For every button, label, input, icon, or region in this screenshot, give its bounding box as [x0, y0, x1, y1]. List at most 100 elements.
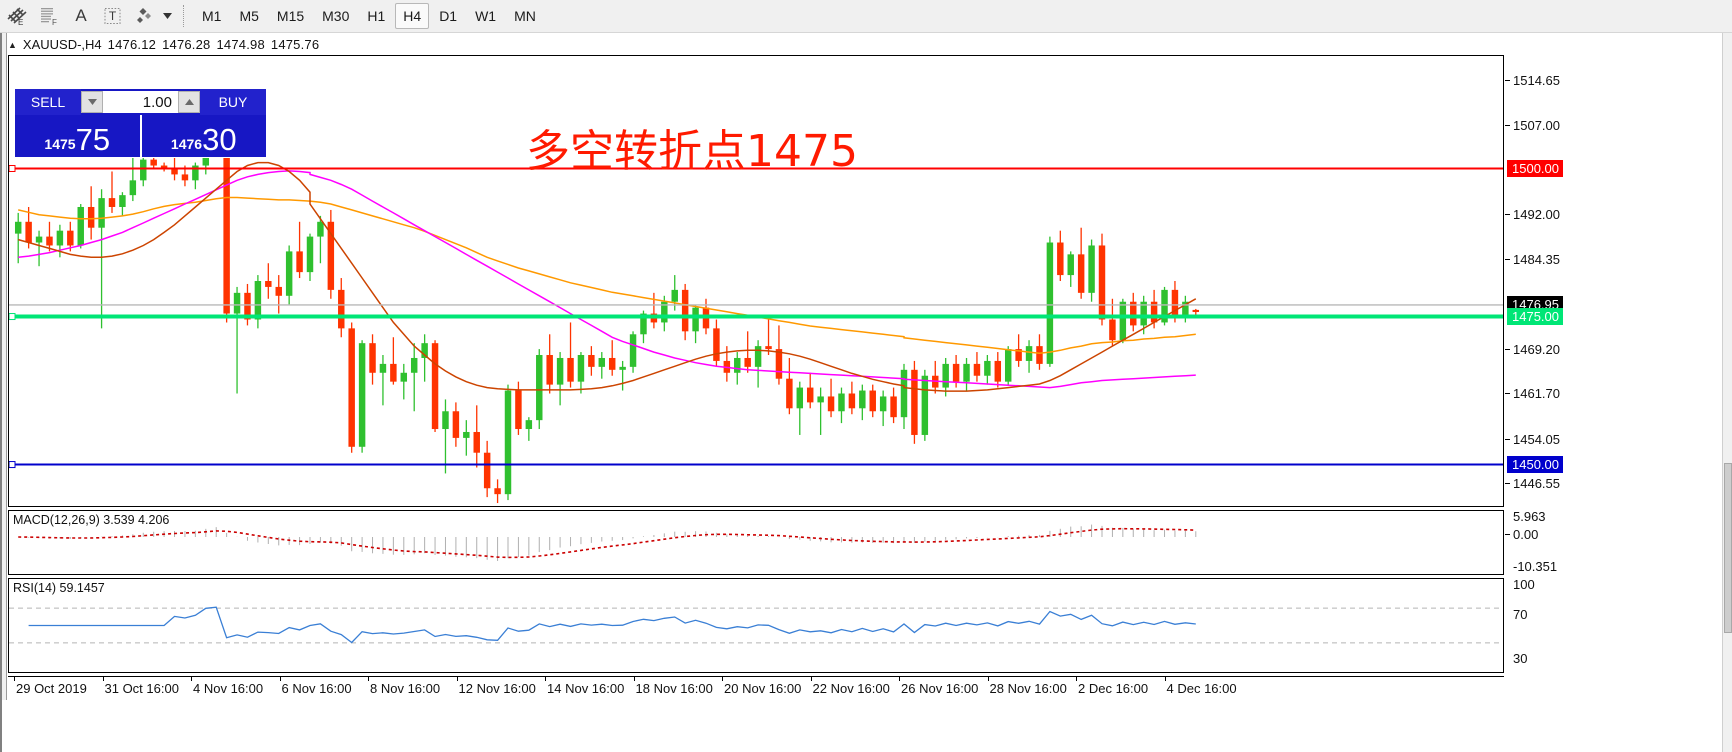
tick-label: 0.00 — [1513, 527, 1539, 542]
buy-price-prefix: 1476 — [170, 136, 203, 152]
macd-axis-top: 5.963 — [1505, 510, 1546, 523]
buy-price-pips: 30 — [202, 122, 237, 157]
time-label: 12 Nov 16:00 — [458, 681, 536, 696]
candlestick-layer — [9, 94, 1503, 504]
templates-icon[interactable]: F — [34, 2, 64, 30]
trade-panel-quotes: 1475 75 1476 30 — [15, 115, 266, 157]
time-label: 31 Oct 16:00 — [104, 681, 179, 696]
volume-stepper[interactable]: 1.00 — [81, 91, 200, 113]
tick-mark — [1505, 79, 1510, 81]
rsi-axis-100: 100 — [1505, 578, 1535, 591]
tick-mark — [1505, 534, 1510, 536]
time-label: 18 Nov 16:00 — [635, 681, 713, 696]
timeframe-d1[interactable]: D1 — [439, 8, 458, 24]
macd-pane[interactable]: MACD(12,26,9) 3.539 4.206 — [8, 510, 1504, 575]
time-label: 14 Nov 16:00 — [547, 681, 625, 696]
timeframe-h1[interactable]: H1 — [367, 8, 386, 24]
volume-input[interactable]: 1.00 — [142, 93, 172, 111]
tick-label: 1469.20 — [1513, 341, 1560, 357]
tick-label: 70 — [1513, 607, 1528, 622]
window-scrollbar[interactable] — [1722, 33, 1732, 752]
volume-increase-button[interactable] — [178, 91, 200, 113]
tick-mark — [1505, 259, 1510, 261]
time-tick — [14, 677, 15, 681]
buy-quote[interactable]: 1476 30 — [142, 115, 267, 157]
time-tick — [279, 677, 281, 681]
timeframe-m1[interactable]: M1 — [202, 8, 222, 24]
trade-panel-top-row: SELL 1.00 BUY — [15, 89, 266, 115]
price-tag-red[interactable]: 1500.00 — [1507, 159, 1563, 177]
rsi-pane[interactable]: RSI(14) 59.1457 — [8, 578, 1504, 673]
one-click-trading-panel[interactable]: SELL 1.00 BUY 1475 75 — [14, 88, 267, 158]
chart-bottom-strip — [2, 700, 1732, 752]
time-tick — [810, 677, 812, 681]
symbol-label: XAUUSD-,H4 — [22, 37, 102, 52]
time-tick — [722, 677, 723, 681]
price-tick: 1461.70 — [1505, 386, 1560, 402]
tick-mark — [1505, 213, 1510, 215]
sell-price-prefix: 1475 — [44, 136, 76, 152]
objects-dropdown-icon[interactable] — [160, 2, 174, 30]
time-label: 29 Oct 2019 — [16, 681, 87, 696]
price-tick: 1492.00 — [1505, 206, 1560, 222]
timeframe-mn[interactable]: MN — [514, 8, 536, 24]
timeframe-m5[interactable]: M5 — [239, 8, 259, 24]
tick-label: 1454.05 — [1513, 431, 1560, 447]
time-label: 4 Nov 16:00 — [193, 681, 264, 696]
price-tag-green[interactable]: 1475.00 — [1507, 307, 1563, 325]
time-tick — [1076, 677, 1077, 681]
svg-text:F: F — [52, 18, 57, 26]
tick-mark — [1505, 348, 1510, 350]
ohlc-close: 1475.76 — [270, 37, 320, 52]
time-tick — [102, 677, 104, 681]
volume-decrease-button[interactable] — [81, 91, 103, 113]
objects-icon[interactable] — [130, 2, 160, 30]
time-label: 20 Nov 16:00 — [724, 681, 802, 696]
symbol-ohlc-bar: ▲ XAUUSD-,H4 1476.12 1476.28 1474.98 147… — [8, 36, 319, 53]
macd-axis-zero: 0.00 — [1505, 527, 1539, 542]
price-pane[interactable] — [8, 55, 1504, 507]
time-tick — [633, 677, 635, 681]
timeframe-h4[interactable]: H4 — [395, 3, 430, 29]
tick-label: 30 — [1513, 651, 1528, 666]
timeframe-w1[interactable]: W1 — [475, 8, 497, 24]
text-icon[interactable]: A — [75, 6, 87, 25]
ohlc-low: 1474.98 — [216, 37, 265, 52]
price-tick: 1454.05 — [1505, 431, 1560, 447]
time-label: 4 Dec 16:00 — [1166, 681, 1237, 696]
main-toolbar: E F A T — [0, 0, 1732, 33]
chart-left-rail — [2, 33, 7, 752]
timeframe-m15[interactable]: M15 — [276, 8, 305, 24]
buy-button[interactable]: BUY — [200, 89, 266, 115]
tick-label: 1461.70 — [1513, 386, 1560, 402]
chart-area: ▲ XAUUSD-,H4 1476.12 1476.28 1474.98 147… — [0, 33, 1732, 752]
time-label: 2 Dec 16:00 — [1078, 681, 1149, 696]
scrollbar-thumb[interactable] — [1724, 463, 1732, 633]
time-label: 6 Nov 16:00 — [281, 681, 352, 696]
tick-label: 1484.35 — [1513, 252, 1560, 268]
price-tick: 1469.20 — [1505, 341, 1560, 357]
price-tick: 1507.00 — [1505, 119, 1560, 132]
price-tick: 1484.35 — [1505, 252, 1560, 268]
time-tick — [191, 677, 192, 681]
price-axis[interactable]: 1514.65 1507.00 1492.00 1484.35 1469.20 1461.… — [1505, 55, 1732, 673]
price-tick: 1446.55 — [1505, 477, 1560, 490]
chart-annotation-text: 多空转折点1475 — [526, 126, 858, 177]
time-label: 26 Nov 16:00 — [901, 681, 979, 696]
time-tick — [1164, 677, 1166, 681]
text-label-icon[interactable]: T — [98, 2, 128, 30]
sell-quote[interactable]: 1475 75 — [15, 115, 140, 157]
time-tick — [987, 677, 989, 681]
tick-mark — [1505, 125, 1510, 127]
timeframe-m30[interactable]: M30 — [322, 8, 350, 24]
sell-button[interactable]: SELL — [15, 89, 81, 115]
rsi-layer — [9, 606, 1503, 644]
tick-label: 1492.00 — [1513, 206, 1560, 222]
rsi-label: RSI(14) 59.1457 — [13, 581, 105, 595]
price-tag-blue[interactable]: 1450.00 — [1507, 455, 1563, 473]
time-label: 22 Nov 16:00 — [812, 681, 890, 696]
indicators-icon[interactable]: E — [2, 2, 32, 30]
macd-axis-bottom: -10.351 — [1505, 559, 1558, 574]
tick-label: -10.351 — [1513, 559, 1558, 574]
